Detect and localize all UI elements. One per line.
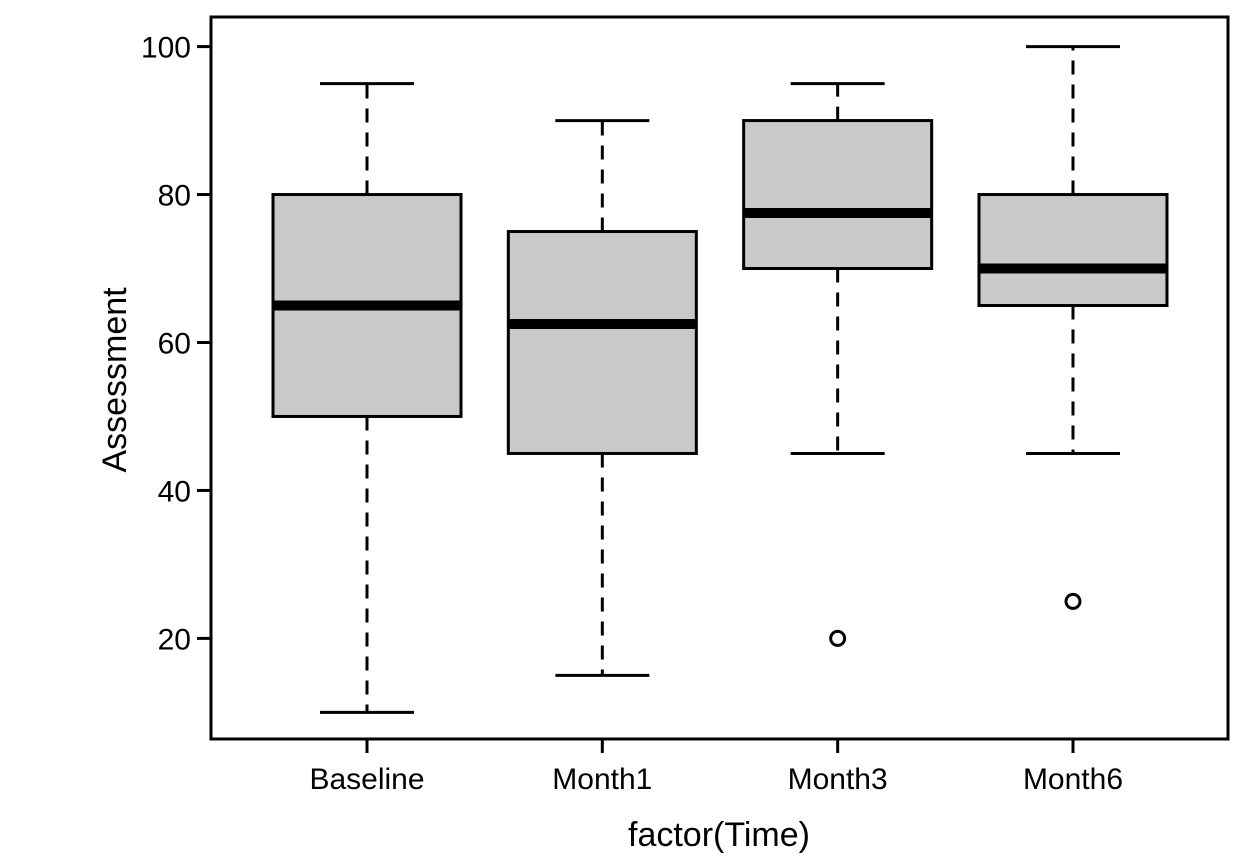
outlier-point: [1064, 592, 1082, 610]
x-tick-label: Month1: [552, 763, 652, 796]
y-tick-label: 100: [141, 32, 191, 65]
x-tick-label: Month3: [788, 763, 888, 796]
y-tick-label: 80: [158, 180, 191, 213]
y-axis-title: Assessment: [96, 287, 134, 473]
x-tick-label: Baseline: [309, 763, 424, 796]
plot-frame: [209, 15, 1230, 741]
box-series: [271, 45, 1169, 714]
y-axis: 20 40 60 80 100: [141, 32, 211, 656]
box-group-month3: [742, 82, 934, 647]
box-group-month1: [506, 119, 698, 677]
iqr-box: [977, 193, 1169, 308]
outlier-point: [829, 629, 847, 647]
iqr-box: [506, 230, 698, 455]
x-tick-label: Month6: [1023, 763, 1123, 796]
x-axis: Baseline Month1 Month3 Month6: [309, 739, 1123, 796]
box-group-baseline: [271, 82, 463, 714]
x-axis-title: factor(Time): [628, 816, 810, 854]
box-group-month6: [977, 45, 1169, 610]
y-tick-label: 20: [158, 623, 191, 656]
y-tick-label: 60: [158, 327, 191, 360]
iqr-box: [742, 119, 934, 271]
y-tick-label: 40: [158, 475, 191, 508]
